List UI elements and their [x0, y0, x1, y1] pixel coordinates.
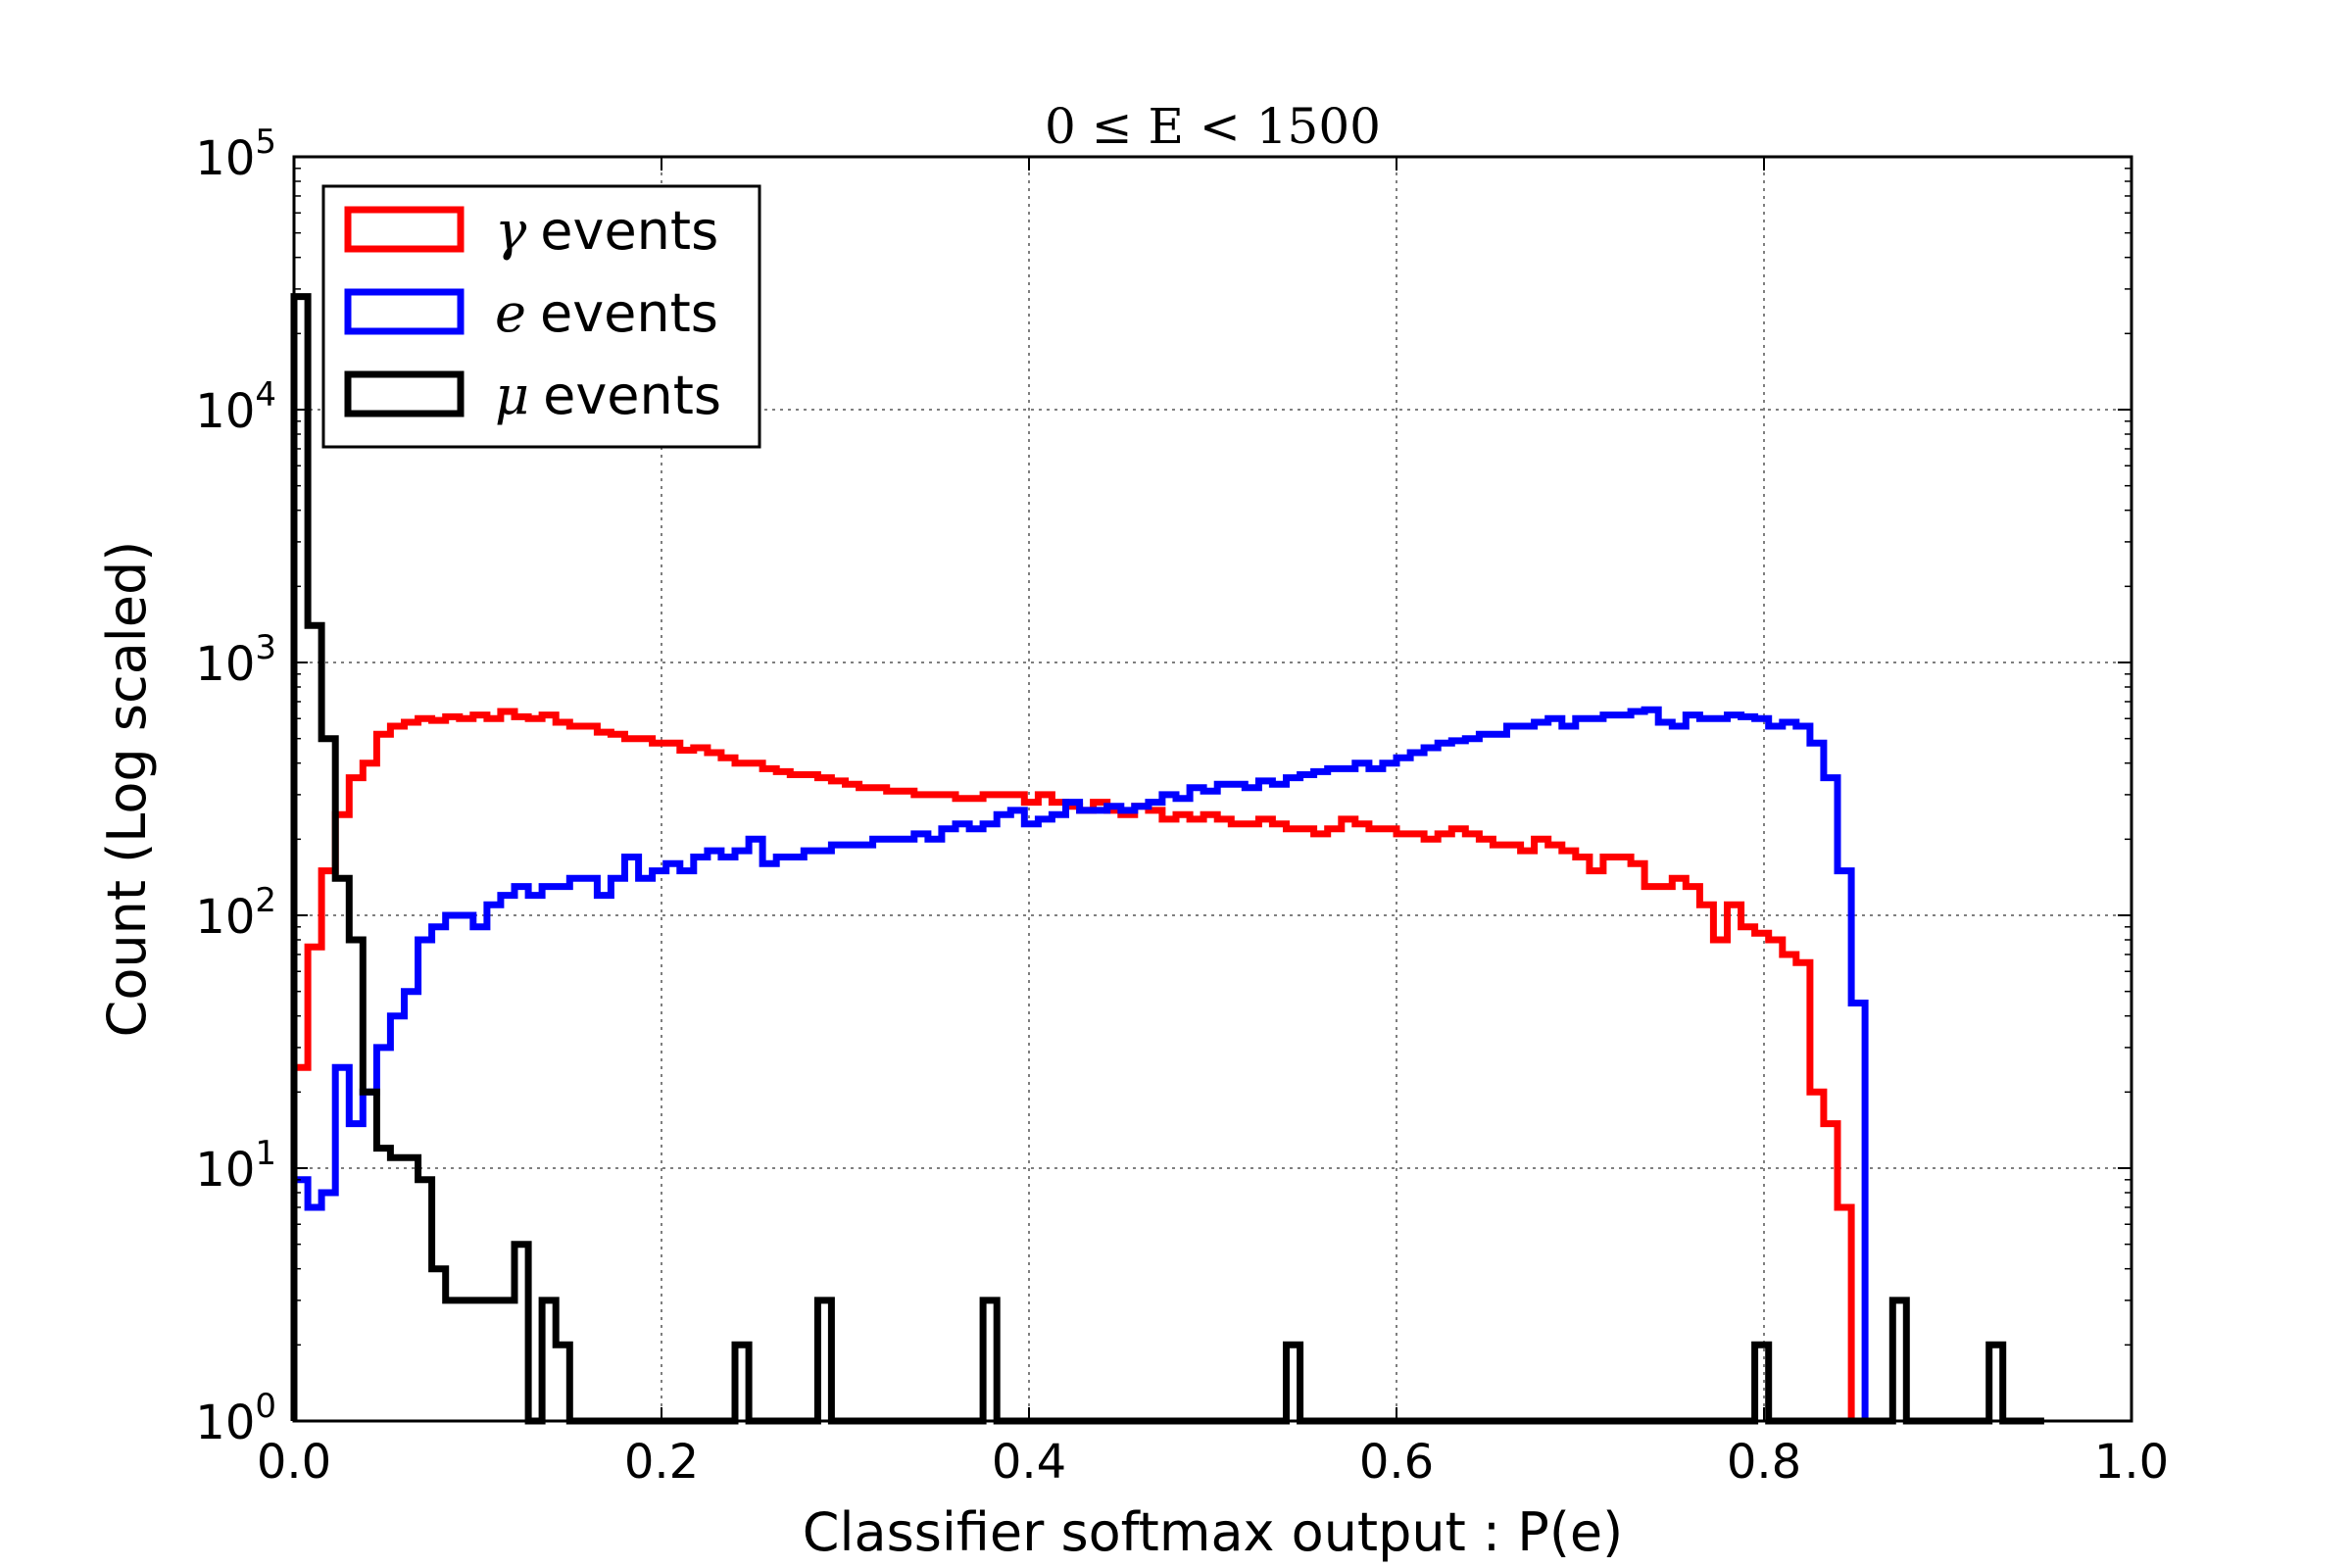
- y-tick-labels: 100 101 102 103 104 105: [195, 122, 276, 1450]
- y-tick-label: 100: [195, 1387, 276, 1450]
- grid-lines: [294, 157, 2132, 1421]
- legend-label: γ events: [495, 200, 718, 262]
- plot-frame: [292, 155, 2133, 1423]
- legend-box: [321, 184, 761, 449]
- chart-title: 0 ≤ E < 1500: [1045, 98, 1381, 155]
- series-e-histogram: [290, 706, 1880, 1425]
- x-tick-label: 0.2: [624, 1435, 699, 1490]
- x-tick-label: 1.0: [2094, 1435, 2169, 1490]
- x-tick-label: 0.0: [257, 1435, 331, 1490]
- x-tick-label: 0.6: [1359, 1435, 1434, 1490]
- y-axis-title: Count (Log scaled): [96, 541, 158, 1038]
- y-tick-label: 105: [195, 122, 276, 186]
- x-tick-label: 0.4: [992, 1435, 1066, 1490]
- x-axis-title: Classifier softmax output : P(e): [803, 1501, 1623, 1563]
- legend-label: μ events: [495, 365, 721, 426]
- series-gamma-histogram: [290, 708, 1866, 1425]
- legend-label: e events: [495, 282, 718, 344]
- legend: γ events e events μ events: [321, 184, 761, 449]
- legend-swatch: [344, 288, 465, 335]
- x-tick-label: 0.8: [1727, 1435, 1801, 1490]
- legend-swatch: [344, 206, 465, 253]
- axis-ticks: [293, 156, 2132, 1422]
- y-tick-label: 102: [195, 881, 276, 945]
- legend-swatch: [344, 370, 465, 417]
- y-tick-label: 103: [195, 628, 276, 692]
- x-tick-labels: 0.0 0.2 0.4 0.6 0.8 1.0: [257, 1435, 2169, 1490]
- y-tick-label: 101: [195, 1134, 276, 1198]
- y-tick-label: 104: [195, 375, 276, 439]
